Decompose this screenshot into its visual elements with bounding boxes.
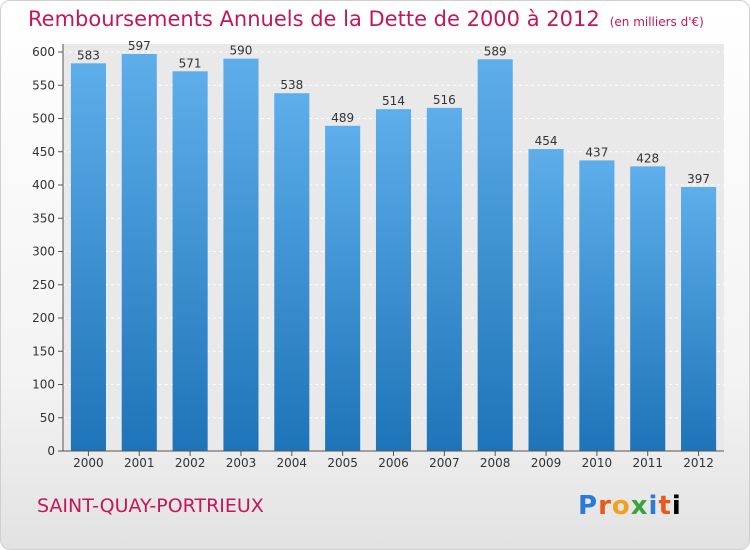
title-unit: (en milliers d'€) <box>609 15 704 29</box>
bar-2011 <box>630 166 666 451</box>
x-tick-label: 2010 <box>582 456 613 470</box>
logo-letter: i <box>671 491 682 521</box>
data-label: 538 <box>280 78 303 92</box>
x-tick-label: 2003 <box>226 456 257 470</box>
x-tick-label: 2007 <box>429 456 460 470</box>
y-tick-label: 100 <box>32 378 55 392</box>
x-tick-label: 2005 <box>327 456 358 470</box>
data-label: 583 <box>77 48 100 62</box>
bar-2000 <box>70 63 106 452</box>
data-label: 597 <box>128 39 151 53</box>
data-label: 589 <box>484 44 507 58</box>
proxiti-logo: Proxiti <box>578 491 682 521</box>
logo-letter: o <box>611 491 631 521</box>
bar-2010 <box>579 160 615 451</box>
data-label: 489 <box>331 111 354 125</box>
y-tick-label: 450 <box>32 145 55 159</box>
bar-2006 <box>375 109 412 451</box>
bar-2007 <box>426 107 462 452</box>
logo-letter: t <box>658 491 672 521</box>
bar-2004 <box>274 93 310 451</box>
logo-letter: P <box>578 491 599 521</box>
data-label: 454 <box>535 134 558 148</box>
data-label: 437 <box>585 145 608 159</box>
bar-2012 <box>681 186 717 451</box>
y-tick-label: 150 <box>32 344 55 358</box>
x-tick-label: 2012 <box>683 456 714 470</box>
bar-2003 <box>223 58 259 452</box>
data-label: 428 <box>636 151 659 165</box>
y-tick-label: 550 <box>32 78 55 92</box>
x-tick-label: 2002 <box>175 456 206 470</box>
bar-2001 <box>121 53 157 452</box>
chart-title: Remboursements Annuels de la Dette de 20… <box>28 7 704 31</box>
logo-letter: i <box>648 491 659 521</box>
x-tick-label: 2006 <box>378 456 409 470</box>
x-tick-label: 2011 <box>632 456 663 470</box>
x-tick-label: 2008 <box>480 456 511 470</box>
bar-2005 <box>325 125 361 451</box>
y-tick-label: 0 <box>47 444 55 458</box>
title-main: Remboursements Annuels de la Dette de 20… <box>28 7 600 31</box>
x-tick-label: 2000 <box>73 456 104 470</box>
bar-2008 <box>477 59 513 451</box>
x-tick-label: 2004 <box>277 456 308 470</box>
y-tick-label: 200 <box>32 311 55 325</box>
x-tick-label: 2001 <box>124 456 155 470</box>
y-tick-label: 500 <box>32 112 55 126</box>
data-label: 590 <box>230 44 253 58</box>
y-tick-label: 250 <box>32 278 55 292</box>
data-label: 514 <box>382 94 405 108</box>
logo-letter: x <box>630 491 649 521</box>
y-tick-label: 50 <box>40 411 55 425</box>
y-tick-label: 400 <box>32 178 55 192</box>
logo-letter: r <box>598 491 612 521</box>
data-label: 397 <box>687 172 710 186</box>
bar-2002 <box>172 71 208 451</box>
y-tick-label: 300 <box>32 245 55 259</box>
y-tick-label: 600 <box>32 45 55 59</box>
data-label: 516 <box>433 93 456 107</box>
data-label: 571 <box>179 56 202 70</box>
x-tick-label: 2009 <box>531 456 562 470</box>
y-tick-label: 350 <box>32 211 55 225</box>
bar-2009 <box>528 149 564 451</box>
city-name: SAINT-QUAY-PORTRIEUX <box>37 495 264 517</box>
